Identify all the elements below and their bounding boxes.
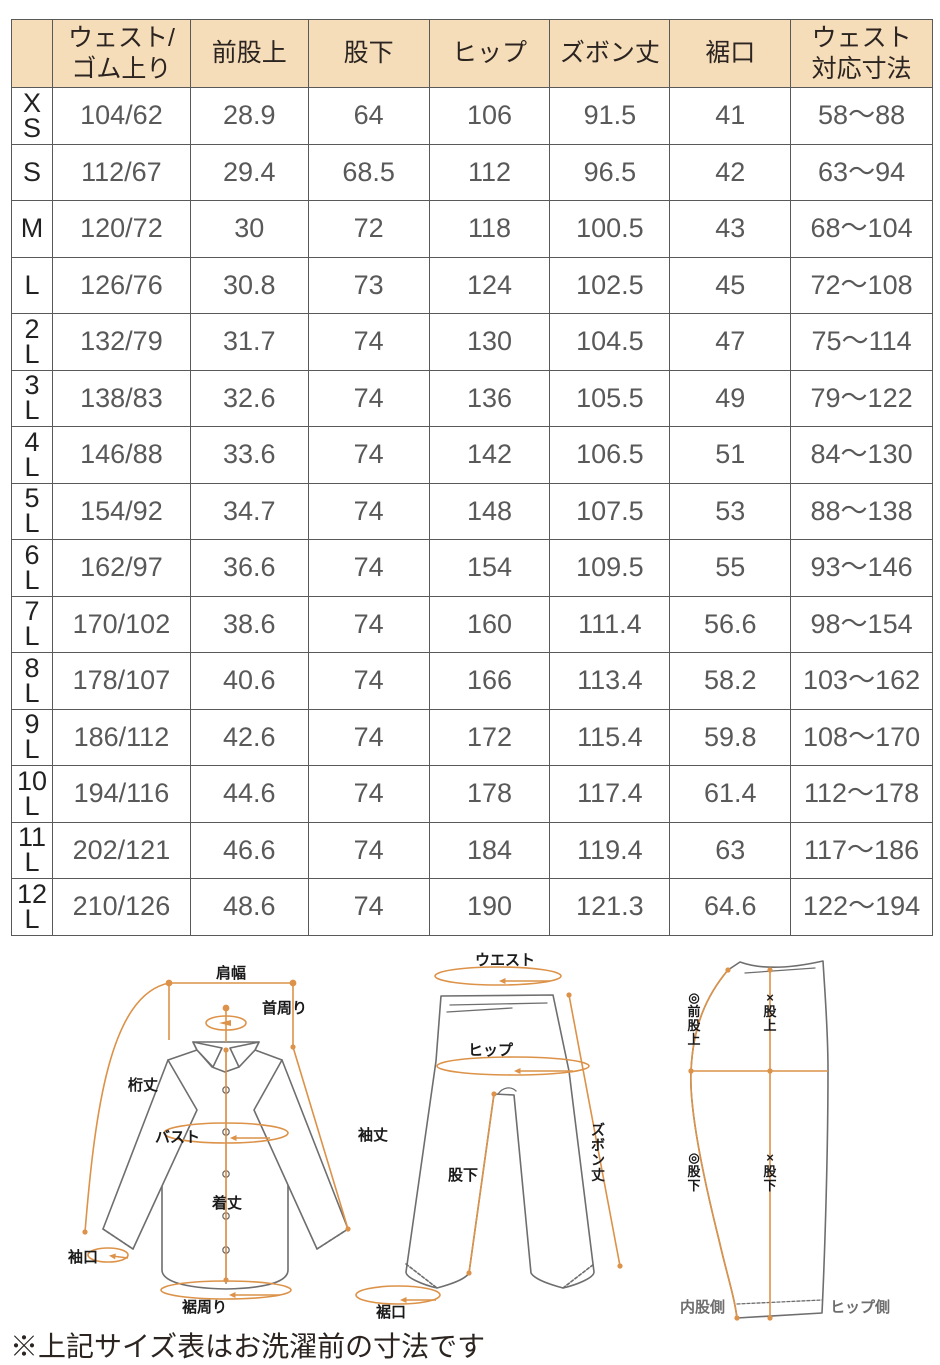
svg-text:◎: ◎ bbox=[688, 990, 699, 1005]
svg-text:股: 股 bbox=[687, 1018, 700, 1033]
svg-text:股: 股 bbox=[763, 1004, 776, 1019]
svg-text:ズ: ズ bbox=[591, 1122, 605, 1138]
svg-text:裾口: 裾口 bbox=[376, 1303, 406, 1321]
svg-text:股: 股 bbox=[687, 1164, 700, 1179]
svg-text:ン: ン bbox=[591, 1152, 605, 1168]
svg-text:ヒップ: ヒップ bbox=[468, 1042, 514, 1059]
svg-text:股: 股 bbox=[763, 1164, 776, 1179]
svg-text:着丈: 着丈 bbox=[211, 1194, 242, 1212]
svg-text:×: × bbox=[766, 990, 774, 1005]
svg-text:上: 上 bbox=[687, 1032, 700, 1047]
svg-text:ウエスト: ウエスト bbox=[475, 952, 535, 969]
svg-text:下: 下 bbox=[763, 1178, 776, 1193]
svg-text:桁丈: 桁丈 bbox=[128, 1076, 158, 1094]
svg-text:×: × bbox=[766, 1150, 774, 1165]
svg-text:首周り: 首周り bbox=[262, 999, 307, 1017]
svg-text:内股側: 内股側 bbox=[680, 1298, 725, 1316]
svg-text:ヒップ側: ヒップ側 bbox=[830, 1298, 890, 1316]
svg-text:丈: 丈 bbox=[591, 1167, 605, 1183]
svg-text:ボ: ボ bbox=[591, 1137, 605, 1153]
svg-text:袖口: 袖口 bbox=[68, 1248, 98, 1266]
svg-text:袖丈: 袖丈 bbox=[358, 1126, 388, 1144]
svg-text:股下: 股下 bbox=[448, 1167, 478, 1184]
svg-text:前: 前 bbox=[687, 1004, 700, 1019]
svg-text:上: 上 bbox=[763, 1018, 776, 1033]
svg-text:肩幅: 肩幅 bbox=[216, 964, 246, 982]
svg-text:◎: ◎ bbox=[688, 1150, 699, 1165]
svg-text:バスト: バスト bbox=[155, 1129, 200, 1146]
svg-text:裾周り: 裾周り bbox=[182, 1298, 227, 1316]
svg-text:下: 下 bbox=[687, 1178, 700, 1193]
